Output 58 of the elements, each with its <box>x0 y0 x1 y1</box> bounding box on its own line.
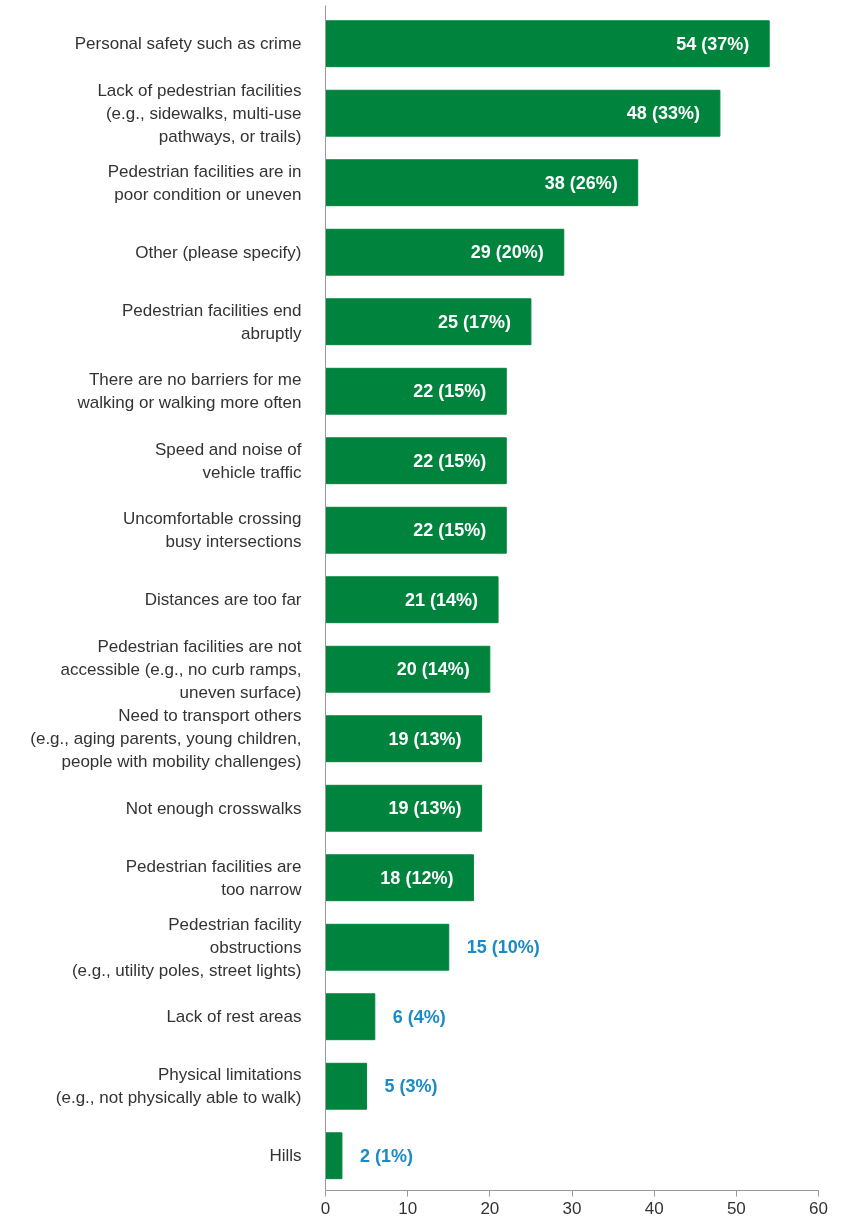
bar <box>325 228 565 276</box>
bar <box>325 576 499 624</box>
y-tick-label: Lack of rest areas <box>166 1007 302 1027</box>
data-label: 38 (26%) <box>544 172 618 193</box>
y-tick-label: Uncomfortable crossing busy intersections <box>122 509 302 552</box>
y-tick-label: Pedestrian facilities are not accessible (e.g., no curb ramps, uneven surface) <box>60 636 302 702</box>
bar <box>325 367 507 415</box>
bar <box>325 854 474 902</box>
x-tick-label: 0 <box>320 1198 331 1218</box>
bar <box>325 298 532 346</box>
data-label: 29 (20%) <box>470 242 544 263</box>
data-label: 54 (37%) <box>676 33 750 54</box>
y-tick-label: Speed and noise of vehicle traffic <box>154 439 302 482</box>
y-tick-label: Not enough crosswalks <box>125 798 302 818</box>
data-label: 21 (14%) <box>405 589 479 610</box>
x-tick-label: 50 <box>726 1198 746 1218</box>
y-tick-label: Physical limitations (e.g., not physically able to walk) <box>55 1065 302 1108</box>
y-tick-label: There are no barriers for me walking or walking more often <box>76 370 302 413</box>
data-label: 19 (13%) <box>388 798 462 819</box>
data-label: 22 (15%) <box>413 450 487 471</box>
bar <box>325 1132 343 1180</box>
data-label: 18 (12%) <box>380 867 454 888</box>
data-label: 5 (3%) <box>384 1076 438 1097</box>
x-tick-label: 30 <box>562 1198 582 1218</box>
y-tick-label: Pedestrian facility obstructions (e.g., utility poles, street lights) <box>71 914 302 980</box>
y-tick-label: Personal safety such as crime <box>74 34 302 54</box>
data-label: 22 (15%) <box>413 520 487 541</box>
data-label: 19 (13%) <box>388 728 462 749</box>
y-tick-label: Pedestrian facilities are in poor condition or uneven <box>107 161 302 204</box>
bar <box>325 159 639 207</box>
y-tick-label: Need to transport others (e.g., aging parents, young children, people with mobility challenges) <box>30 706 302 772</box>
bar <box>325 715 483 763</box>
data-label: 15 (10%) <box>466 937 540 958</box>
x-tick-label: 60 <box>809 1198 828 1218</box>
y-tick-label: Pedestrian facilities are too narrow <box>125 856 303 899</box>
bar <box>325 784 483 832</box>
bar <box>325 506 507 554</box>
x-tick-label: 20 <box>480 1198 500 1218</box>
y-tick-label: Hills <box>269 1146 302 1166</box>
data-label: 22 (15%) <box>413 381 487 402</box>
data-label: 20 (14%) <box>396 659 470 680</box>
y-tick-label: Lack of pedestrian facilities (e.g., sidewalks, multi-use pathways, or trails) <box>97 80 302 146</box>
data-label: 6 (4%) <box>392 1006 446 1027</box>
bar <box>325 993 376 1041</box>
y-tick-label: Other (please specify) <box>135 242 302 262</box>
bar <box>325 89 721 137</box>
bar <box>325 437 507 485</box>
data-label: 25 (17%) <box>437 311 511 332</box>
x-tick-label: 10 <box>398 1198 418 1218</box>
bar <box>325 20 770 68</box>
bar <box>325 923 450 971</box>
data-label: 2 (1%) <box>359 1145 413 1166</box>
x-tick-label: 40 <box>644 1198 664 1218</box>
data-label: 48 (33%) <box>626 103 700 124</box>
bar <box>325 645 491 693</box>
bar <box>325 1062 368 1110</box>
y-tick-label: Distances are too far <box>144 590 302 610</box>
y-tick-label: Pedestrian facilities end abruptly <box>121 300 302 343</box>
